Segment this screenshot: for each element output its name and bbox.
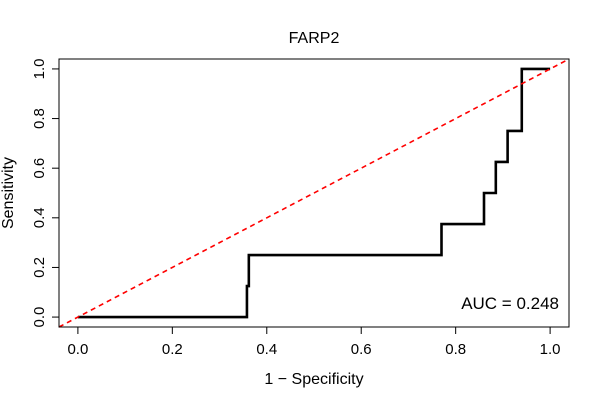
chart-title: FARP2 — [289, 30, 340, 47]
diagonal-reference-line — [58, 58, 570, 328]
auc-annotation: AUC = 0.248 — [461, 294, 559, 313]
y-axis-label: Sensitivity — [0, 157, 17, 229]
y-tick-label: 0.6 — [31, 158, 48, 179]
x-tick-label: 0.8 — [445, 341, 466, 358]
roc-curve — [77, 67, 551, 319]
x-tick-label: 0.4 — [256, 341, 277, 358]
y-tick-label: 1.0 — [31, 58, 48, 79]
plot-area — [58, 58, 570, 328]
y-tick-label: 0.2 — [31, 257, 48, 278]
y-tick-label: 0.4 — [31, 207, 48, 228]
x-tick-label: 0.6 — [351, 341, 372, 358]
y-axis: 0.0 0.2 0.4 0.6 0.8 1.0 — [31, 58, 60, 328]
y-tick-label: 0.0 — [31, 307, 48, 328]
y-tick-label: 0.8 — [31, 108, 48, 129]
x-axis-label: 1 − Specificity — [264, 371, 363, 388]
x-tick-label: 0.2 — [162, 341, 183, 358]
x-axis: 0.0 0.2 0.4 0.6 0.8 1.0 — [67, 326, 561, 358]
x-tick-label: 0.0 — [67, 341, 88, 358]
x-tick-label: 1.0 — [540, 341, 561, 358]
